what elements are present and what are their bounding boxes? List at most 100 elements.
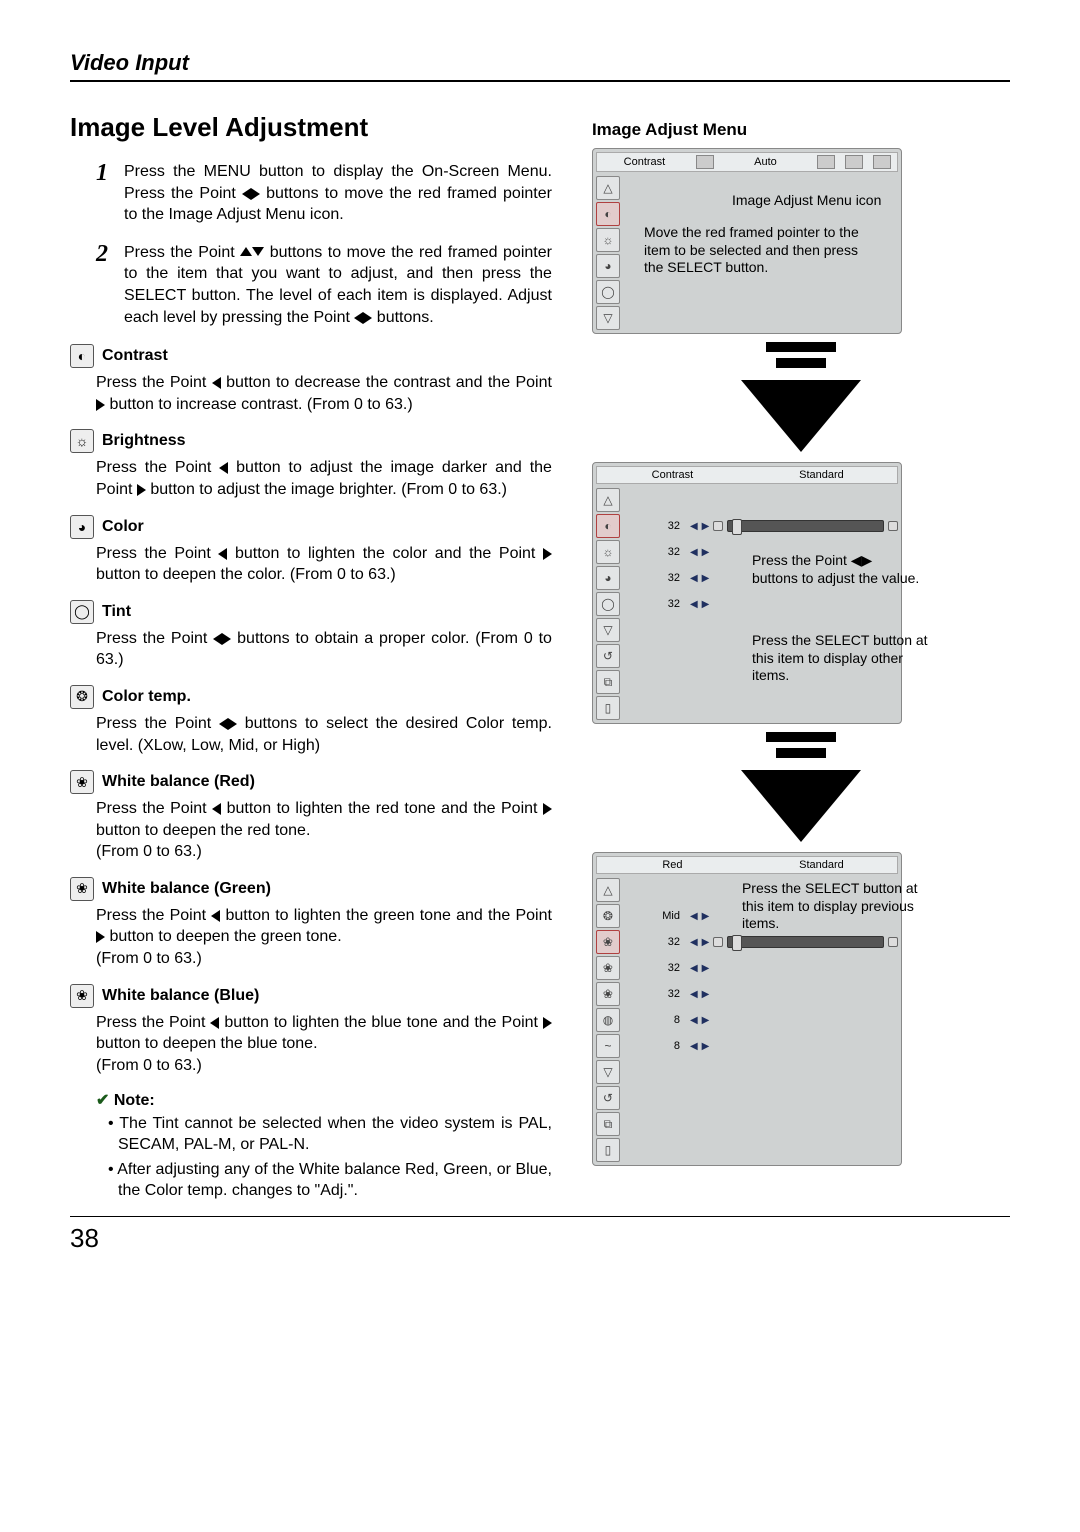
value-inc-arrow[interactable]: ▶	[702, 1041, 710, 1052]
big-arrow-down-icon	[741, 380, 861, 452]
value-dec-arrow[interactable]: ◀	[690, 937, 698, 948]
big-arrow-down-icon	[741, 770, 861, 842]
note-item: After adjusting any of the White balance…	[108, 1160, 552, 1202]
osd-item-quit[interactable]: ▯	[596, 696, 620, 720]
value-dec-arrow[interactable]: ◀	[690, 963, 698, 974]
osd-item-brightness[interactable]: ☼	[596, 540, 620, 564]
item-body: Press the Point button to lighten the re…	[96, 798, 552, 863]
tint-icon: ◯	[70, 600, 94, 624]
value-dec-arrow[interactable]: ◀	[690, 911, 698, 922]
osd-panel-2: Contrast Standard △ ◐ ☼ ◕ ◯ ▽ ↺ ⧉	[592, 462, 902, 724]
osd-item-brightness[interactable]: ☼	[596, 228, 620, 252]
osd-top-label: Contrast	[603, 469, 742, 481]
osd-item-wb-green[interactable]: ❀	[596, 956, 620, 980]
step-text: Press the MENU button to display the On-…	[124, 161, 552, 226]
osd-item-gamma[interactable]: ~	[596, 1034, 620, 1058]
osd-value: 32	[626, 988, 686, 1000]
osd-value: 32	[626, 572, 686, 584]
osd-item-contrast[interactable]: ◐	[596, 514, 620, 538]
osd-icon-column: △ ◐ ☼ ◕ ◯ ▽	[596, 176, 620, 330]
osd-item-reset[interactable]: ↺	[596, 644, 620, 668]
osd-scroll-up[interactable]: △	[596, 176, 620, 200]
step-2: 2 Press the Point buttons to move the re…	[96, 242, 552, 328]
osd-scroll-up[interactable]: △	[596, 488, 620, 512]
osd-topbar: Red Standard	[596, 856, 898, 874]
osd-top-label: Red	[603, 859, 742, 871]
osd-value: 32	[626, 962, 686, 974]
left-arrow-icon	[219, 462, 228, 474]
value-dec-arrow[interactable]: ◀	[690, 573, 698, 584]
value-inc-arrow[interactable]: ▶	[702, 1015, 710, 1026]
slider-max-indicator	[888, 937, 898, 947]
value-slider[interactable]	[727, 520, 884, 532]
step-num: 1	[96, 161, 124, 226]
note-item: The Tint cannot be selected when the vid…	[108, 1114, 552, 1156]
value-dec-arrow[interactable]: ◀	[690, 599, 698, 610]
osd-value: 32	[626, 520, 686, 532]
note-heading: ✔ Note:	[96, 1090, 552, 1110]
item-body: Press the Point buttons to obtain a prop…	[96, 628, 552, 671]
osd-topbar: Contrast Auto	[596, 152, 898, 172]
item-wb-blue: ❀ White balance (Blue) Press the Point b…	[96, 984, 552, 1077]
value-inc-arrow[interactable]: ▶	[702, 989, 710, 1000]
right-arrow-icon	[228, 718, 237, 730]
item-title: Brightness	[102, 432, 186, 450]
item-body: Press the Point buttons to select the de…	[96, 713, 552, 756]
brightness-icon: ☼	[70, 429, 94, 453]
osd-top-label-2: Standard	[752, 859, 891, 871]
osd-item-color[interactable]: ◕	[596, 254, 620, 278]
osd-item-reset[interactable]: ↺	[596, 1086, 620, 1110]
section-header: Video Input	[70, 50, 1010, 82]
value-slider[interactable]	[727, 936, 884, 948]
value-inc-arrow[interactable]: ▶	[702, 599, 710, 610]
value-dec-arrow[interactable]: ◀	[690, 1015, 698, 1026]
left-arrow-icon	[242, 188, 251, 200]
osd-top-label-2: Auto	[724, 156, 807, 168]
right-arrow-icon	[543, 803, 552, 815]
right-arrow-icon	[363, 312, 372, 324]
transition-bars	[766, 342, 836, 374]
osd-scroll-down[interactable]: ▽	[596, 306, 620, 330]
annotation-point: Press the Point ◀▶ buttons to adjust the…	[752, 552, 922, 587]
osd-item-tint[interactable]: ◯	[596, 280, 620, 304]
item-tint: ◯ Tint Press the Point buttons to obtain…	[96, 600, 552, 671]
osd-topbar: Contrast Standard	[596, 466, 898, 484]
osd-item-wb-red[interactable]: ❀	[596, 930, 620, 954]
osd-item-store[interactable]: ⧉	[596, 1112, 620, 1136]
osd-item-store[interactable]: ⧉	[596, 670, 620, 694]
osd-item-wb-blue[interactable]: ❀	[596, 982, 620, 1006]
osd-value-rows: 32 ◀▶ 32 ◀▶ 32	[620, 488, 898, 720]
left-arrow-icon	[213, 633, 222, 645]
value-dec-arrow[interactable]: ◀	[690, 989, 698, 1000]
value-inc-arrow[interactable]: ▶	[702, 521, 710, 532]
value-dec-arrow[interactable]: ◀	[690, 521, 698, 532]
value-inc-arrow[interactable]: ▶	[702, 573, 710, 584]
item-color: ◕ Color Press the Point button to lighte…	[96, 515, 552, 586]
osd-item-color-temp[interactable]: ❂	[596, 904, 620, 928]
osd-item-tint[interactable]: ◯	[596, 592, 620, 616]
page-title: Image Level Adjustment	[70, 112, 552, 143]
osd-scroll-down[interactable]: ▽	[596, 618, 620, 642]
right-arrow-icon	[96, 399, 105, 411]
annotation-select: Move the red framed pointer to the item …	[644, 224, 864, 277]
osd-scroll-up[interactable]: △	[596, 878, 620, 902]
osd-scroll-down[interactable]: ▽	[596, 1060, 620, 1084]
annotation-select: Press the SELECT button at this item to …	[742, 880, 932, 933]
value-inc-arrow[interactable]: ▶	[702, 937, 710, 948]
value-inc-arrow[interactable]: ▶	[702, 911, 710, 922]
value-inc-arrow[interactable]: ▶	[702, 963, 710, 974]
value-dec-arrow[interactable]: ◀	[690, 547, 698, 558]
contrast-icon: ◐	[70, 344, 94, 368]
osd-item-contrast[interactable]: ◐	[596, 202, 620, 226]
osd-item-quit[interactable]: ▯	[596, 1138, 620, 1162]
left-arrow-icon	[212, 377, 221, 389]
item-wb-red: ❀ White balance (Red) Press the Point bu…	[96, 770, 552, 863]
transition-bars	[766, 732, 836, 764]
step-num: 2	[96, 242, 124, 328]
osd-item-sharpness[interactable]: ◍	[596, 1008, 620, 1032]
value-inc-arrow[interactable]: ▶	[702, 547, 710, 558]
value-dec-arrow[interactable]: ◀	[690, 1041, 698, 1052]
step-text: Press the Point buttons to move the red …	[124, 242, 552, 328]
item-title: Color	[102, 518, 144, 536]
osd-item-color[interactable]: ◕	[596, 566, 620, 590]
